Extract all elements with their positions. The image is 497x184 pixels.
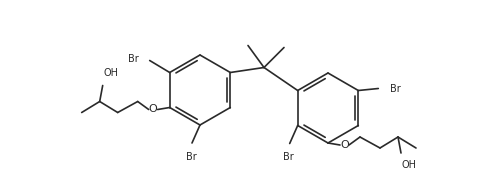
Text: Br: Br: [185, 152, 196, 162]
Text: O: O: [340, 140, 349, 150]
Text: OH: OH: [402, 160, 417, 170]
Text: Br: Br: [283, 153, 294, 162]
Text: O: O: [148, 105, 157, 114]
Text: Br: Br: [390, 84, 401, 93]
Text: Br: Br: [128, 54, 139, 63]
Text: OH: OH: [104, 68, 119, 79]
